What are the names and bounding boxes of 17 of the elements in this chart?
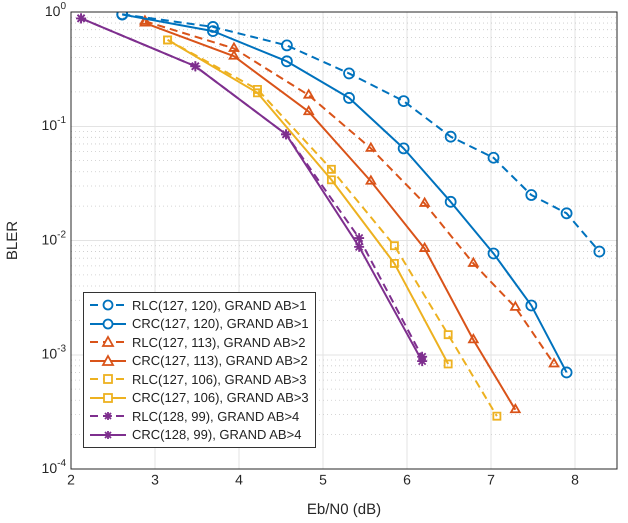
legend-label: RLC(127, 113), GRAND AB>2: [132, 334, 306, 350]
legend-label: CRC(128, 99), GRAND AB>4: [132, 427, 302, 442]
x-tick-label: 4: [235, 471, 244, 488]
x-axis-title: Eb/N0 (dB): [306, 501, 382, 518]
legend-label: CRC(127, 106), GRAND AB>3: [132, 390, 309, 406]
x-tick-label: 5: [319, 471, 328, 488]
x-tick-label: 3: [151, 471, 160, 488]
x-tick-label: 8: [571, 471, 580, 488]
legend-label: RLC(127, 106), GRAND AB>3: [132, 372, 306, 387]
x-tick-label: 6: [403, 471, 412, 488]
x-tick-label: 7: [487, 471, 496, 488]
legend-label: RLC(127, 120), GRAND AB>1: [132, 298, 306, 313]
legend-label: CRC(127, 113), GRAND AB>2: [132, 353, 308, 368]
legend-label: CRC(127, 120), GRAND AB>1: [132, 316, 309, 332]
y-axis-title: BLER: [4, 220, 22, 260]
x-tick-label: 2: [67, 471, 76, 488]
legend-label: RLC(128, 99), GRAND AB>4: [132, 408, 300, 424]
